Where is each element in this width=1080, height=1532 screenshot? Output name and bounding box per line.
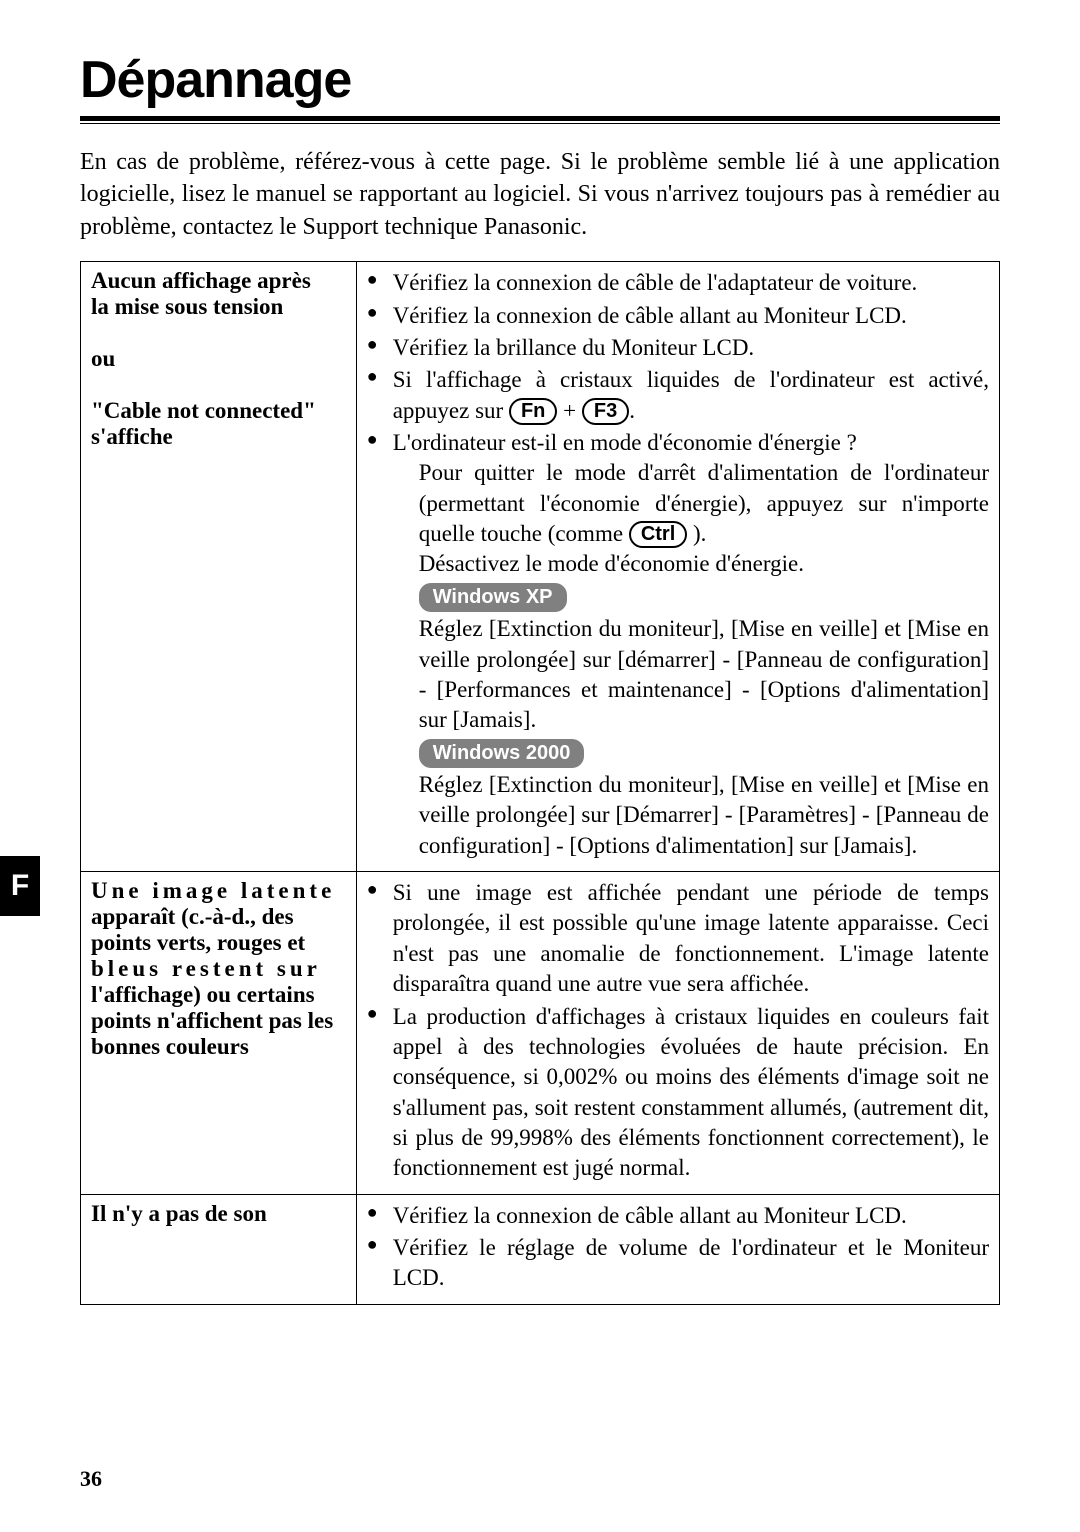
page-number: 36 [80,1466,102,1492]
os-badge-2000: Windows 2000 [419,739,585,768]
problem-line: points verts, rouges et [91,930,305,955]
subtext-part: ). [687,521,706,546]
bullet-item: Vérifiez la connexion de câble allant au… [367,1201,989,1231]
bullet-subtext: Réglez [Extinction du moniteur], [Mise e… [393,770,989,861]
bullet-list: Si une image est affichée pendant une pé… [367,878,989,1184]
intro-paragraph: En cas de problème, référez-vous à cette… [80,146,1000,243]
bullet-list: Vérifiez la connexion de câble de l'adap… [367,268,989,861]
solution-cell: Si une image est affichée pendant une pé… [356,872,999,1195]
bullet-item: Vérifiez la brillance du Moniteur LCD. [367,333,989,363]
bullet-item: L'ordinateur est-il en mode d'économie d… [367,428,989,861]
os-badge-xp: Windows XP [419,583,567,612]
bullet-item: Si une image est affichée pendant une pé… [367,878,989,999]
page-title: Dépannage [80,50,1000,110]
os-badge-wrap: Windows 2000 [393,736,989,770]
problem-line: l'affichage) ou certains [91,982,315,1007]
bullet-subtext: Réglez [Extinction du moniteur], [Mise e… [393,614,989,735]
os-badge-wrap: Windows XP [393,580,989,614]
problem-line: ou [91,346,115,371]
problem-line: la mise sous tension [91,294,283,319]
bullet-text: L'ordinateur est-il en mode d'économie d… [393,430,857,455]
problem-line: s'affiche [91,424,173,449]
bullet-subtext: Désactivez le mode d'économie d'énergie. [393,549,989,579]
problem-line: "Cable not connected" [91,398,316,423]
problem-cell: Une image latente apparaît (c.-à-d., des… [81,872,357,1195]
title-rule-thin [80,123,1000,124]
bullet-item: Vérifiez la connexion de câble allant au… [367,301,989,331]
bullet-subtext: Pour quitter le mode d'arrêt d'alimentat… [393,458,989,549]
table-row: Il n'y a pas de son Vérifiez la connexio… [81,1194,1000,1304]
key-f3: F3 [582,398,629,425]
problem-line: Il n'y a pas de son [91,1201,267,1226]
problem-line: Une image latente [91,878,335,903]
problem-line: points n'affichent pas les [91,1008,333,1033]
language-tab: F [0,856,40,916]
problem-cell: Aucun affichage après la mise sous tensi… [81,262,357,872]
key-fn: Fn [509,398,557,425]
bullet-item: Vérifiez le réglage de volume de l'ordin… [367,1233,989,1294]
table-row: Une image latente apparaît (c.-à-d., des… [81,872,1000,1195]
problem-line: bonnes couleurs [91,1034,249,1059]
bullet-item: Si l'affichage à cristaux liquides de l'… [367,365,989,426]
table-row: Aucun affichage après la mise sous tensi… [81,262,1000,872]
problem-cell: Il n'y a pas de son [81,1194,357,1304]
bullet-item: Vérifiez la connexion de câble de l'adap… [367,268,989,298]
problem-line: Aucun affichage après [91,268,311,293]
bullet-item: La production d'affichages à cristaux li… [367,1002,989,1184]
troubleshooting-table: Aucun affichage après la mise sous tensi… [80,261,1000,1305]
problem-line: bleus restent sur [91,956,321,981]
problem-line: apparaît (c.-à-d., des [91,904,294,929]
solution-cell: Vérifiez la connexion de câble de l'adap… [356,262,999,872]
bullet-text: Si l'affichage à cristaux liquides de l'… [393,367,989,422]
title-rule-thick [80,116,1000,121]
bullet-list: Vérifiez la connexion de câble allant au… [367,1201,989,1294]
solution-cell: Vérifiez la connexion de câble allant au… [356,1194,999,1304]
key-ctrl: Ctrl [629,521,687,548]
